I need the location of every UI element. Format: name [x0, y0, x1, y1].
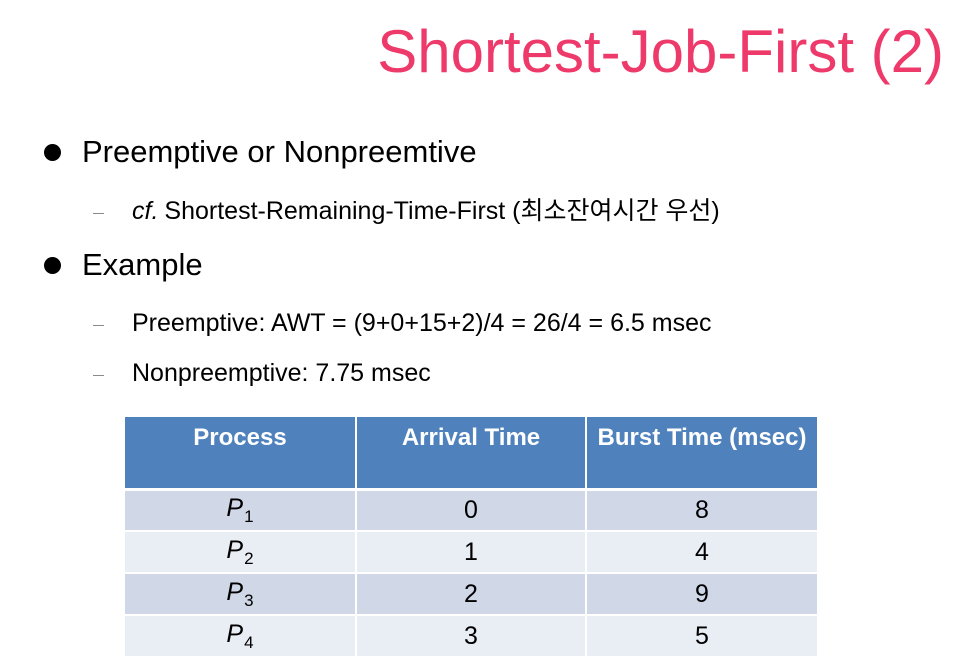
- process-table: Process Arrival Time Burst Time (msec) P…: [125, 417, 817, 658]
- bullet-item: Example: [44, 247, 203, 283]
- process-letter: P: [226, 619, 244, 648]
- bullet-item: Preemptive or Nonpreemtive: [44, 134, 477, 170]
- burst-cell: 4: [586, 531, 817, 574]
- bullet-text: Example: [82, 247, 203, 282]
- burst-cell: 9: [586, 573, 817, 616]
- burst-cell: 8: [586, 489, 817, 532]
- process-cell: P1: [125, 489, 357, 532]
- header-process: Process: [125, 417, 357, 491]
- process-letter: P: [226, 535, 244, 564]
- sub-bullet-body: Shortest-Remaining-Time-First (최소잔여시간 우선…: [164, 197, 720, 225]
- dash-icon: [93, 212, 104, 214]
- process-cell: P3: [125, 573, 357, 616]
- table-row: P4 3 5: [125, 615, 817, 658]
- process-letter: P: [226, 493, 244, 522]
- slide-title: Shortest-Job-First (2): [377, 18, 944, 85]
- sub-bullet-text: Preemptive: AWT = (9+0+15+2)/4 = 26/4 = …: [132, 309, 712, 337]
- process-cell: P4: [125, 615, 357, 658]
- sub-bullet-item: cf. Shortest-Remaining-Time-First (최소잔여시간…: [93, 196, 720, 226]
- process-cell: P2: [125, 531, 357, 574]
- arrival-cell: 2: [356, 573, 587, 616]
- sub-bullet-item: Nonpreemptive: 7.75 msec: [93, 358, 431, 388]
- process-subscript: 1: [244, 506, 254, 526]
- bullet-dot-icon: [44, 143, 61, 161]
- sub-bullet-item: Preemptive: AWT = (9+0+15+2)/4 = 26/4 = …: [93, 308, 712, 338]
- header-arrival-time: Arrival Time: [356, 417, 587, 491]
- bullet-dot-icon: [44, 256, 61, 274]
- burst-cell: 5: [586, 615, 817, 658]
- process-subscript: 4: [244, 632, 254, 652]
- header-burst-time: Burst Time (msec): [586, 417, 817, 491]
- process-subscript: 2: [244, 548, 254, 568]
- process-subscript: 3: [244, 590, 254, 610]
- arrival-cell: 1: [356, 531, 587, 574]
- sub-bullet-text: cf. Shortest-Remaining-Time-First (최소잔여시간…: [132, 196, 720, 226]
- arrival-cell: 0: [356, 489, 587, 532]
- table-header-row: Process Arrival Time Burst Time (msec): [125, 417, 817, 491]
- table-row: P3 2 9: [125, 573, 817, 616]
- cf-prefix: cf.: [132, 197, 159, 225]
- bullet-text: Preemptive or Nonpreemtive: [82, 134, 477, 169]
- arrival-cell: 3: [356, 615, 587, 658]
- process-letter: P: [226, 577, 244, 606]
- table-row: P2 1 4: [125, 531, 817, 574]
- dash-icon: [93, 374, 104, 376]
- sub-bullet-text: Nonpreemptive: 7.75 msec: [132, 359, 431, 387]
- table-row: P1 0 8: [125, 489, 817, 532]
- dash-icon: [93, 324, 104, 326]
